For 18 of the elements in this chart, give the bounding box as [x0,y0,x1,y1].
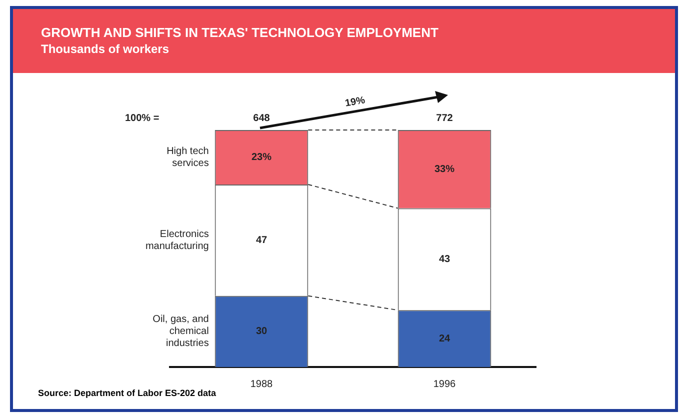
chart-title: GROWTH AND SHIFTS IN TEXAS' TECHNOLOGY EMPLOYMENT [41,25,438,40]
x-tick-label: 1988 [250,378,274,390]
series-label: Oil, gas, and chemical industries [152,314,209,350]
text: 19% [344,95,366,110]
series-label: Electronics manufacturing [145,228,209,252]
x-tick-label: 1996 [433,378,456,390]
series-label: High tech services [166,146,209,170]
data-label: 47 [256,234,268,246]
data-label: 30 [256,326,268,338]
source-note: Source: Department of Labor ES-202 data [38,388,216,398]
annotation: 772 [436,112,454,124]
data-label: 24 [438,333,450,344]
data-label: 23% [251,152,272,164]
annotation: 648 [253,112,270,124]
data-label: 33% [434,164,455,175]
data-label: 43 [438,254,450,265]
chart-subtitle: Thousands of workers [41,42,170,56]
text: 100% = [125,112,160,124]
